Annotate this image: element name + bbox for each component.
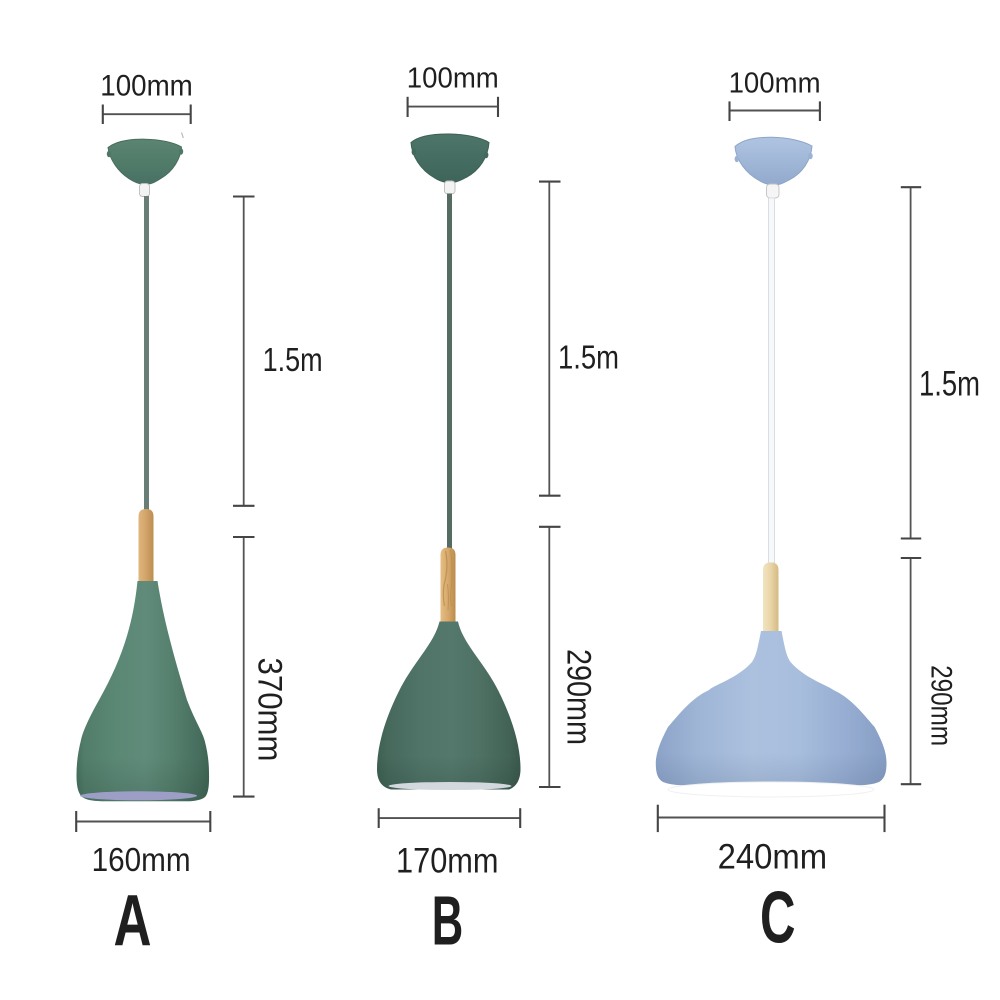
svg-text:1.5m: 1.5m (558, 338, 619, 375)
svg-text:1.5m: 1.5m (919, 363, 980, 403)
svg-text:170mm: 170mm (396, 840, 499, 880)
svg-text:100mm: 100mm (100, 70, 193, 103)
svg-text:370mm: 370mm (251, 658, 289, 762)
svg-text:240mm: 240mm (718, 837, 828, 877)
svg-text:100mm: 100mm (729, 68, 821, 100)
svg-text:A: A (114, 881, 152, 961)
svg-text:C: C (760, 877, 796, 958)
svg-text:290mm: 290mm (925, 665, 958, 746)
svg-text:B: B (432, 881, 464, 959)
svg-text:160mm: 160mm (92, 842, 191, 879)
svg-text:1.5m: 1.5m (263, 341, 323, 378)
svg-text:290mm: 290mm (560, 649, 598, 745)
svg-text:100mm: 100mm (407, 62, 499, 94)
